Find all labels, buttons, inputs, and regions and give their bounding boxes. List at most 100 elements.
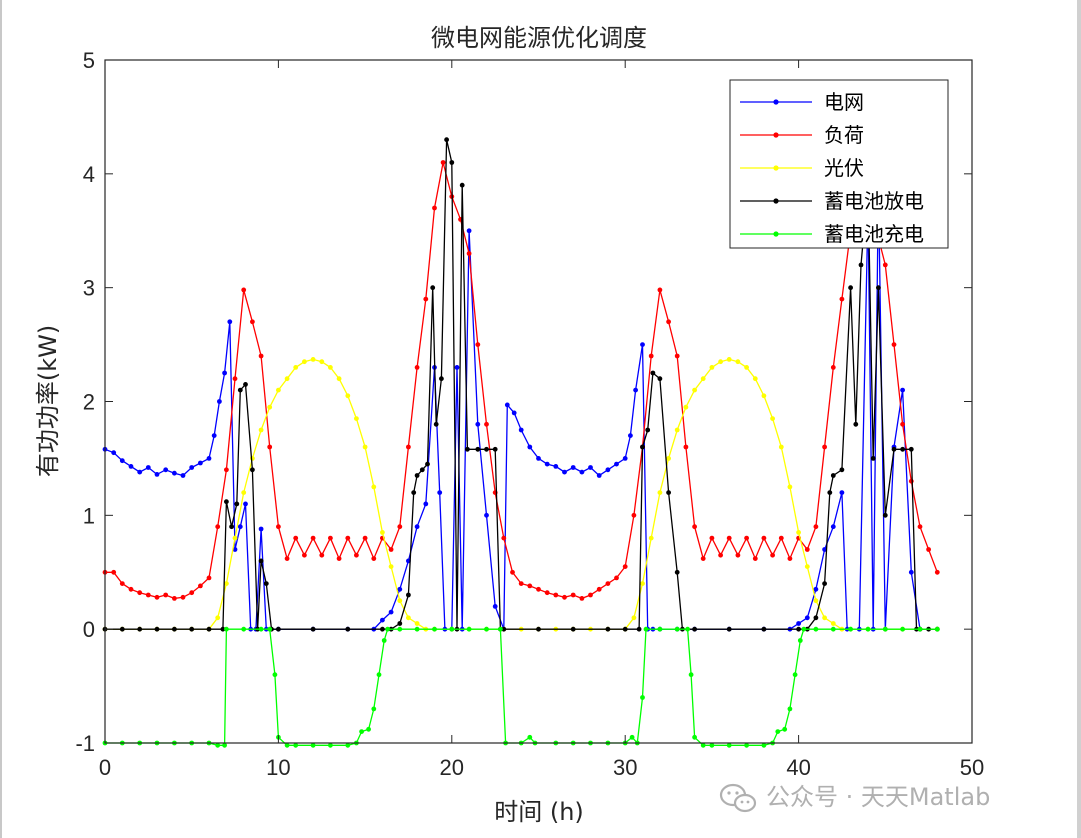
series-0-point-58 — [614, 461, 619, 467]
series-2-point-57 — [744, 365, 749, 370]
series-2-point-28 — [397, 598, 403, 604]
series-2-point-8 — [224, 581, 229, 586]
series-0-point-19 — [243, 501, 248, 507]
series-1-point-48 — [518, 581, 524, 586]
series-1-point-23 — [302, 552, 307, 558]
series-3-point-23 — [397, 621, 403, 626]
series-0-point-5 — [145, 465, 151, 470]
series-1-point-8 — [172, 596, 177, 601]
series-4-point-58 — [775, 729, 781, 734]
series-3-point-61 — [827, 490, 833, 495]
series-2-point-44 — [631, 615, 637, 621]
series-1-point-30 — [362, 535, 368, 541]
series-3-point-32 — [444, 137, 449, 143]
series-0-point-47 — [518, 427, 524, 433]
series-1-point-12 — [206, 575, 212, 581]
series-4-point-19 — [345, 742, 351, 748]
series-3-point-62 — [830, 473, 836, 478]
series-3-point-4 — [172, 626, 177, 632]
series-2-point-50 — [683, 404, 689, 410]
x-tick-label-2: 20 — [440, 755, 464, 780]
series-3-point-72 — [900, 446, 905, 452]
series-3-point-37 — [475, 446, 481, 452]
series-1-point-72 — [726, 535, 732, 541]
series-0-point-48 — [527, 444, 533, 450]
legend-marker-1 — [773, 132, 779, 138]
series-0-point-17 — [232, 547, 238, 552]
series-3-point-56 — [761, 626, 767, 632]
series-0-point-52 — [562, 469, 567, 475]
series-1-point-93 — [908, 478, 914, 484]
series-4-point-60 — [787, 706, 793, 712]
series-2-point-21 — [336, 376, 342, 382]
series-1-point-61 — [631, 512, 637, 518]
series-0-point-29 — [388, 609, 394, 615]
series-2-point-25 — [371, 484, 377, 490]
series-0-point-6 — [154, 472, 160, 477]
series-3-point-51 — [666, 490, 671, 495]
series-1-point-91 — [891, 342, 897, 347]
series-1-point-43 — [475, 342, 481, 347]
series-1-point-90 — [882, 262, 888, 268]
series-4-point-62 — [797, 638, 803, 643]
figure-right-edge — [1077, 0, 1081, 838]
series-0-point-13 — [211, 433, 217, 438]
series-1-point-56 — [588, 592, 593, 598]
series-0-point-18 — [237, 524, 243, 530]
series-3-point-5 — [189, 626, 195, 632]
series-4-point-52 — [700, 742, 706, 748]
series-1-point-4 — [137, 590, 143, 596]
series-4-point-36 — [527, 734, 533, 740]
series-3-point-11 — [237, 387, 243, 393]
series-2-point-45 — [640, 581, 645, 586]
legend-marker-3 — [773, 198, 779, 204]
y-axis-label: 有功功率(kW) — [34, 325, 62, 477]
series-2-point-17 — [302, 359, 307, 365]
series-4-point-17 — [310, 742, 316, 748]
series-1-point-37 — [423, 296, 429, 302]
series-3-point-2 — [137, 626, 143, 632]
series-4-point-65 — [830, 626, 836, 632]
series-1-point-68 — [692, 524, 697, 530]
series-1-point-79 — [787, 556, 793, 561]
series-1-point-3 — [128, 586, 134, 592]
series-0-point-49 — [536, 456, 541, 461]
series-4-point-15 — [284, 742, 290, 748]
series-4-point-48 — [674, 626, 680, 632]
series-0-point-14 — [217, 399, 222, 404]
series-2-point-13 — [267, 404, 273, 410]
series-0-point-57 — [605, 467, 611, 473]
series-0-point-35 — [437, 490, 443, 495]
series-0-point-10 — [189, 465, 195, 470]
series-0-point-9 — [180, 473, 186, 478]
y-tick-label-1: 0 — [83, 617, 95, 642]
series-2-point-56 — [735, 359, 741, 365]
series-3-point-13 — [250, 467, 255, 473]
series-4-point-53 — [709, 742, 715, 748]
series-1-point-70 — [709, 535, 715, 541]
series-3-point-63 — [839, 467, 845, 473]
series-line-3 — [105, 139, 938, 630]
series-1-point-57 — [596, 586, 602, 592]
legend-label-4: 蓄电池充电 — [824, 222, 924, 246]
series-2-point-47 — [657, 490, 663, 495]
series-1-point-60 — [622, 564, 628, 569]
series-1-point-6 — [154, 594, 160, 600]
series-1-point-64 — [657, 287, 663, 293]
series-2-point-29 — [406, 615, 411, 621]
series-4-point-49 — [685, 626, 690, 632]
series-1-point-5 — [145, 592, 151, 598]
series-2-point-16 — [293, 365, 299, 370]
series-2-point-58 — [752, 376, 758, 382]
series-1-point-83 — [822, 444, 827, 450]
series-0-point-50 — [544, 461, 550, 467]
series-3-point-44 — [605, 626, 611, 632]
series-2-point-51 — [692, 387, 697, 393]
series-2-point-15 — [284, 376, 290, 382]
series-1-point-29 — [354, 552, 359, 558]
series-2-point-7 — [215, 615, 221, 621]
series-0-point-22 — [258, 526, 264, 532]
series-2-point-20 — [328, 365, 333, 370]
series-3-point-41 — [501, 626, 507, 632]
